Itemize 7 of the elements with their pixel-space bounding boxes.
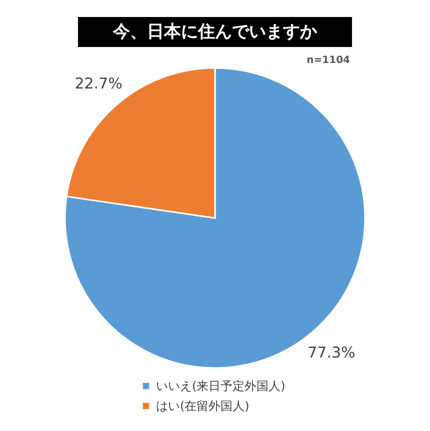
data-label: 77.3% xyxy=(308,344,356,362)
chart-title: 今、日本に住んでいますか xyxy=(112,22,318,42)
data-label: 22.7% xyxy=(74,74,122,92)
text: n=1104 xyxy=(306,55,350,66)
pie-slice xyxy=(64,67,366,369)
legend-label: いいえ(来日予定外国人) xyxy=(156,379,286,393)
legend-label: はい(在留外国人) xyxy=(156,399,250,413)
